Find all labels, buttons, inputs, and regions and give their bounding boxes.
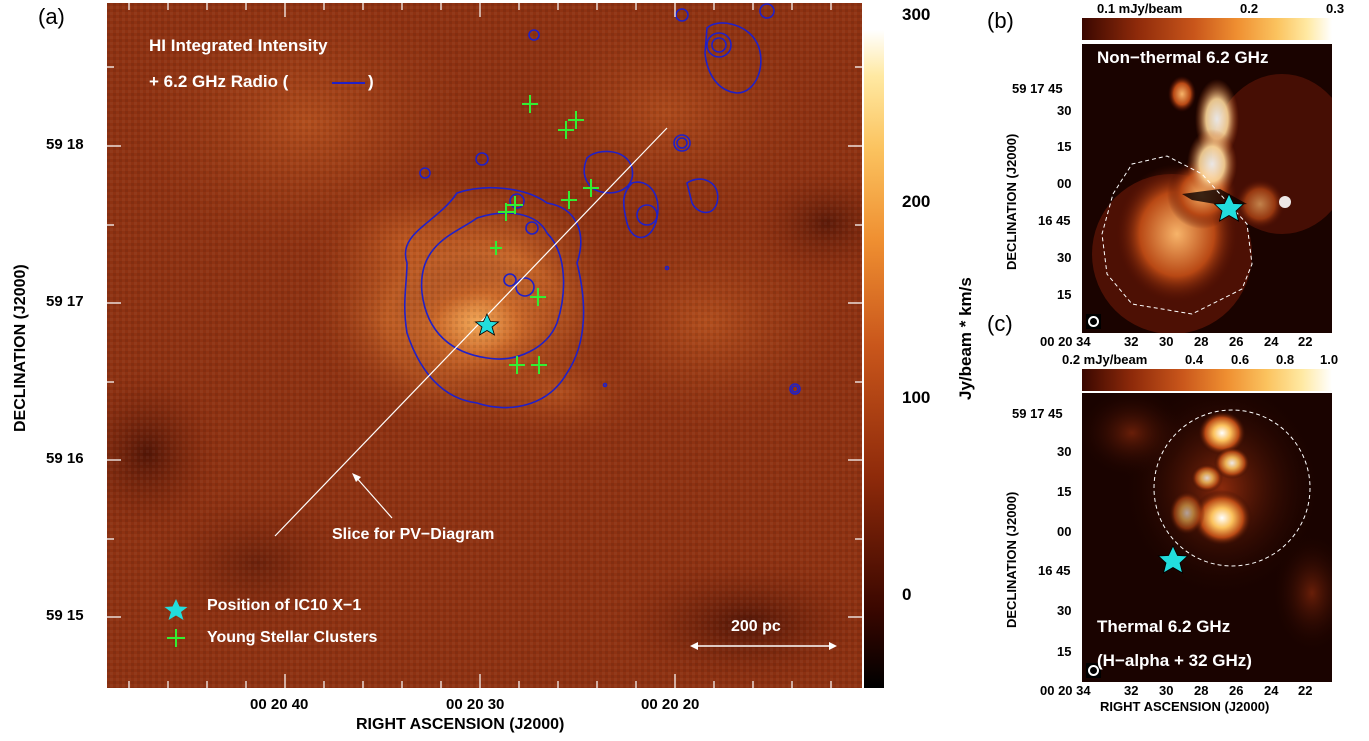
xtick-b-5: 26 [1229, 334, 1244, 349]
xtick-c-1: 00 20 34 [1040, 683, 1091, 698]
radio-contours [403, 3, 801, 409]
cbar-b-tick-3: 0.3 [1326, 1, 1345, 16]
colorbar-b [1082, 18, 1332, 40]
xtick-c-4: 28 [1194, 683, 1209, 698]
ytick-b-6: 30 [1057, 250, 1072, 265]
panel-c-label: (c) [987, 311, 1013, 336]
xtick-a-2: 00 20 30 [446, 696, 505, 713]
panel-c-title: Thermal 6.2 GHz [1097, 617, 1231, 636]
xtick-b-6: 24 [1264, 334, 1279, 349]
xtick-c-7: 22 [1298, 683, 1313, 698]
cbar-a-tick-300: 300 [902, 5, 931, 24]
slice-arrow [354, 475, 393, 519]
panel-c-xlabel: RIGHT ASCENSION (J2000) [1100, 699, 1270, 714]
colorbar-a [864, 30, 884, 688]
panel-c-subtitle: (H−alpha + 32 GHz) [1097, 651, 1252, 670]
cbar-c-tick-1: 0.2 mJy/beam [1062, 352, 1148, 367]
ytick-a-1: 59 18 [46, 136, 84, 153]
panel-a-title-suffix: ) [368, 72, 374, 91]
scale-bar-label: 200 pc [731, 618, 781, 635]
colorbar-a-title: Jy/beam * km/s [956, 277, 975, 400]
ytick-b-5: 16 45 [1038, 213, 1071, 228]
nonthermal-svg [1082, 44, 1332, 333]
xtick-b-7: 22 [1298, 334, 1313, 349]
xtick-b-3: 30 [1159, 334, 1174, 349]
cbar-a-tick-0: 0 [902, 585, 912, 604]
legend-cross-icon [167, 629, 185, 647]
ytick-c-3: 15 [1057, 484, 1072, 499]
cbar-a-tick-100: 100 [902, 388, 931, 407]
nonthermal-region-outline [1101, 155, 1253, 315]
panel-a-title-prefix: + 6.2 GHz Radio ( [149, 72, 289, 91]
young-stellar-cluster-markers [490, 95, 599, 374]
ytick-c-5: 16 45 [1038, 563, 1071, 578]
ytick-a-2: 59 17 [46, 293, 84, 310]
thermal-svg [1082, 393, 1332, 682]
colorbar-c [1082, 369, 1332, 391]
slice-label: Slice for PV−Diagram [332, 526, 495, 543]
ytick-c-2: 30 [1057, 444, 1072, 459]
ytick-b-4: 00 [1057, 176, 1072, 191]
thermal-star-marker [1157, 545, 1189, 574]
panel-a-ylabel: DECLINATION (J2000) [12, 264, 29, 432]
cbar-c-tick-5: 1.0 [1320, 352, 1339, 367]
cbar-b-tick-2: 0.2 [1240, 1, 1259, 16]
xtick-c-6: 24 [1264, 683, 1279, 698]
ytick-c-7: 15 [1057, 644, 1072, 659]
cbar-c-tick-3: 0.6 [1231, 352, 1250, 367]
legend-cross-label: Young Stellar Clusters [207, 629, 378, 646]
ytick-b-7: 15 [1057, 287, 1072, 302]
panel-b-ylabel: DECLINATION (J2000) [1004, 133, 1019, 270]
hi-intensity-map [107, 3, 862, 688]
ytick-b-3: 15 [1057, 139, 1072, 154]
xtick-b-4: 28 [1194, 334, 1209, 349]
panel-a-label: (a) [38, 4, 65, 29]
panel-a-title: HI Integrated Intensity [149, 36, 328, 55]
cbar-b-tick-1: 0.1 mJy/beam [1097, 1, 1183, 16]
thermal-map [1082, 393, 1332, 682]
xtick-a-3: 00 20 20 [641, 696, 700, 713]
legend-star-icon [164, 599, 188, 620]
xtick-a-1: 00 20 40 [250, 696, 309, 713]
xtick-b-1: 00 20 34 [1040, 334, 1091, 349]
panel-a-xlabel: RIGHT ASCENSION (J2000) [356, 716, 565, 733]
panel-b-title: Non−thermal 6.2 GHz [1097, 48, 1269, 67]
ytick-a-3: 59 16 [46, 450, 84, 467]
ytick-c-6: 30 [1057, 603, 1072, 618]
ytick-b-1: 59 17 45 [1012, 81, 1063, 96]
nonthermal-star-marker [1213, 193, 1245, 222]
ytick-c-1: 59 17 45 [1012, 406, 1063, 421]
ytick-a-4: 59 15 [46, 607, 84, 624]
pv-slice-line [274, 127, 668, 537]
xtick-c-5: 26 [1229, 683, 1244, 698]
cbar-c-tick-2: 0.4 [1185, 352, 1204, 367]
cbar-c-tick-4: 0.8 [1276, 352, 1295, 367]
xtick-b-2: 32 [1124, 334, 1139, 349]
hi-map-svg [107, 3, 862, 688]
cbar-a-tick-200: 200 [902, 192, 931, 211]
thermal-region-outline [1153, 409, 1311, 567]
ytick-c-4: 00 [1057, 524, 1072, 539]
xtick-c-3: 30 [1159, 683, 1174, 698]
xtick-c-2: 32 [1124, 683, 1139, 698]
nonthermal-map [1082, 44, 1332, 333]
panel-c-ylabel: DECLINATION (J2000) [1004, 491, 1019, 628]
axis-ticks-a [107, 3, 862, 688]
ytick-b-2: 30 [1057, 103, 1072, 118]
ic10-x1-star-marker [474, 313, 500, 336]
panel-b-label: (b) [987, 8, 1014, 33]
legend-star-label: Position of IC10 X−1 [207, 597, 362, 614]
